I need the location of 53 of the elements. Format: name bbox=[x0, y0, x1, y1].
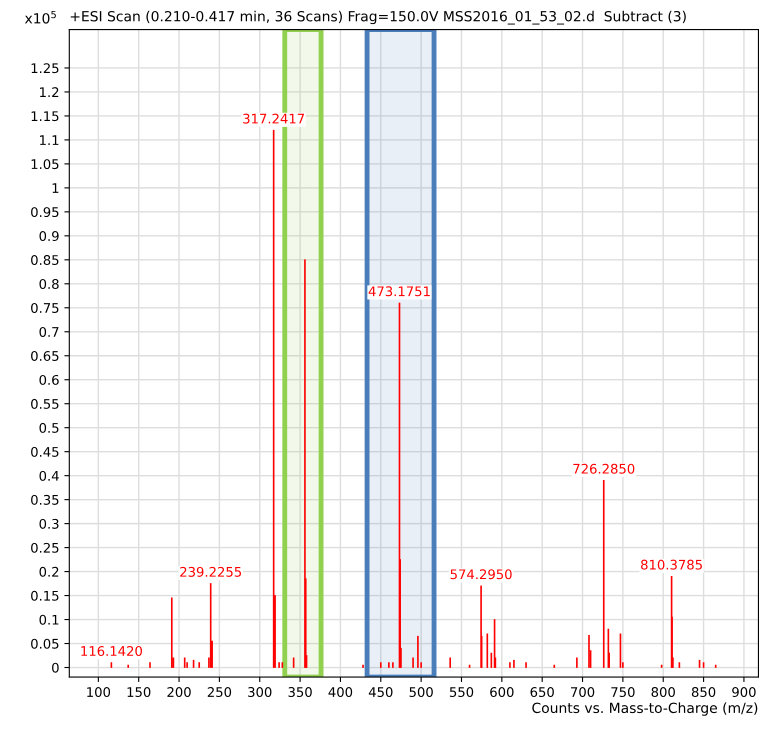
annotation: 473.1751 bbox=[368, 286, 430, 296]
annotation: 239.2255 bbox=[180, 566, 242, 577]
annotation: 810.3785 bbox=[641, 560, 702, 570]
y-tick-label: 0 bbox=[52, 662, 59, 673]
y-tick-label: 0.15 bbox=[31, 590, 58, 601]
annotation: 317.2417 bbox=[243, 114, 304, 124]
y-tick-label: 1.1 bbox=[40, 135, 58, 145]
y-tick-label: 0.35 bbox=[31, 494, 58, 505]
x-tick-label: 500 bbox=[410, 687, 433, 698]
x-tick-label: 750 bbox=[611, 687, 635, 698]
x-tick-label: 450 bbox=[368, 687, 393, 698]
y-tick-label: 1.25 bbox=[32, 63, 58, 74]
y-tick-label: 0.3 bbox=[39, 518, 59, 529]
y-tick-label: 1.05 bbox=[32, 159, 58, 170]
x-tick-label: 800 bbox=[652, 687, 675, 698]
x-tick-label: 400 bbox=[328, 687, 352, 698]
x-axis-title: Counts vs. Mass-to-Charge (m/z) bbox=[532, 702, 758, 716]
y-tick-label: 0.45 bbox=[31, 446, 58, 457]
y-tick-label: 0.65 bbox=[31, 350, 58, 361]
y-tick-label: 0.75 bbox=[31, 303, 58, 313]
annotation: 726.2850 bbox=[573, 464, 634, 474]
y-tick-label: 0.2 bbox=[39, 566, 58, 577]
chart-title: +ESI Scan (0.210-0.417 min, 36 Scans) Frag=150.0V MSS2016_01_53_02.d Subtract (3) bbox=[70, 10, 686, 25]
y-tick-label: 0.7 bbox=[39, 326, 58, 337]
x-tick-label: 650 bbox=[530, 687, 554, 698]
y-tick-label: 0.55 bbox=[31, 398, 58, 409]
x-tick-label: 600 bbox=[490, 687, 514, 698]
y-axis-title: x10$^{5}$ bbox=[24, 10, 56, 24]
y-tick-label: 0.6 bbox=[39, 374, 59, 385]
y-tick-label: 0.9 bbox=[39, 231, 59, 242]
annotation: 116.1420 bbox=[81, 646, 142, 656]
x-tick-label: 200 bbox=[167, 687, 191, 698]
y-tick-label: 0.25 bbox=[31, 542, 58, 553]
x-tick-label: 150 bbox=[128, 687, 150, 698]
y-tick-label: 0.85 bbox=[31, 255, 58, 266]
y-tick-label: 0.5 bbox=[39, 422, 58, 433]
y-tick-label: 0.1 bbox=[39, 614, 58, 625]
x-tick-label: 300 bbox=[248, 687, 272, 698]
y-tick-label: 1.2 bbox=[40, 87, 58, 97]
y-tick-label: 0.8 bbox=[39, 279, 59, 290]
y-tick-label: 1 bbox=[52, 183, 58, 193]
x-tick-label: 900 bbox=[732, 687, 756, 698]
x-tick-label: 700 bbox=[571, 687, 594, 698]
y-tick-label: 0.4 bbox=[39, 470, 59, 481]
x-tick-label: 250 bbox=[208, 687, 232, 698]
annotation: 574.2950 bbox=[450, 569, 512, 580]
y-tick-label: 0.95 bbox=[31, 207, 58, 218]
x-tick-label: 550 bbox=[450, 687, 474, 698]
x-tick-label: 850 bbox=[692, 687, 716, 698]
x-tick-label: 100 bbox=[87, 687, 110, 698]
x-tick-label: 350 bbox=[288, 687, 312, 698]
y-tick-label: 0.05 bbox=[31, 638, 58, 649]
y-tick-label: 1.15 bbox=[32, 111, 58, 122]
